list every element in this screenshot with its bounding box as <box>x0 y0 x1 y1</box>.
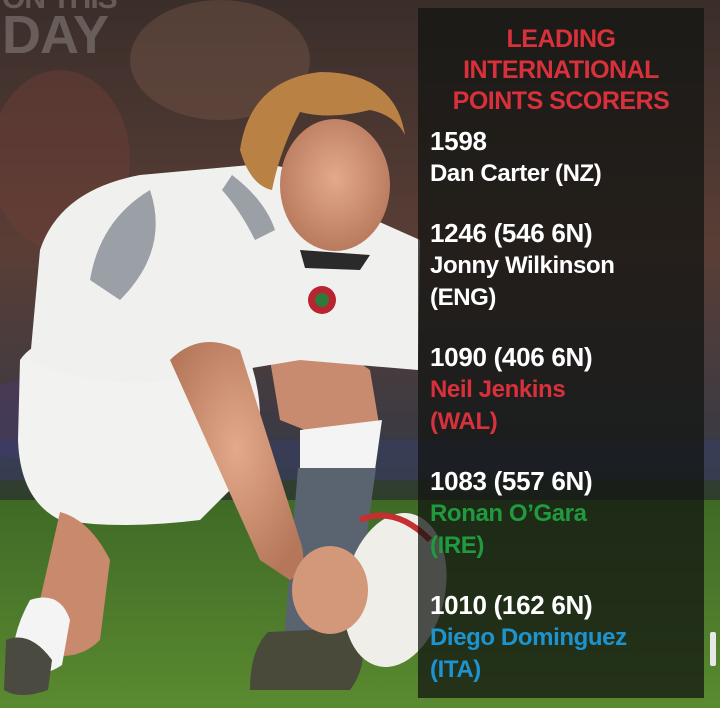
scrollbar-thumb[interactable] <box>710 632 716 666</box>
scorer-name-line: Jonny Wilkinson <box>430 252 615 279</box>
scorer-entry: 1083 (557 6N) Ronan O’Gara (IRE) <box>430 464 593 562</box>
scorer-name: Ronan O’Gara (IRE) <box>430 498 592 562</box>
panel-heading: LEADING INTERNATIONAL POINTS SCORERS <box>418 24 704 117</box>
scorer-entry: 1598 Dan Carter (NZ) <box>430 124 602 190</box>
watermark-line-2: DAY <box>2 4 109 65</box>
scorer-name-line: Dan Carter (NZ) <box>430 160 602 187</box>
scorer-points: 1083 (557 6N) <box>430 466 593 496</box>
scorer-name-line: Diego Dominguez <box>430 624 627 651</box>
scorer-name-line: Neil Jenkins <box>430 376 566 403</box>
scorer-country-line: (WAL) <box>430 408 498 435</box>
heading-line-3: POINTS SCORERS <box>452 87 670 115</box>
heading-line-1: LEADING <box>506 25 617 53</box>
scorer-points: 1598 <box>430 126 487 156</box>
scorer-name: Neil Jenkins (WAL) <box>430 374 592 438</box>
scorer-country-line: (ENG) <box>430 284 496 311</box>
scorer-name: Jonny Wilkinson (ENG) <box>430 250 615 314</box>
scorer-entry: 1246 (546 6N) Jonny Wilkinson (ENG) <box>430 216 615 314</box>
scorer-country-line: (IRE) <box>430 532 484 559</box>
scorer-points: 1090 (406 6N) <box>430 342 593 372</box>
scorer-points: 1246 (546 6N) <box>430 218 593 248</box>
stats-panel <box>418 8 704 698</box>
scorer-country-line: (ITA) <box>430 656 481 683</box>
watermark-line-1: ON THIS <box>2 0 118 13</box>
scorer-entry: 1090 (406 6N) Neil Jenkins (WAL) <box>430 340 593 438</box>
scorer-name: Dan Carter (NZ) <box>430 158 602 190</box>
on-this-day-watermark: ON THIS DAY <box>2 0 118 65</box>
scorer-name-line: Ronan O’Gara <box>430 500 587 527</box>
scorer-entry: 1010 (162 6N) Diego Dominguez (ITA) <box>430 588 627 686</box>
heading-line-2: INTERNATIONAL <box>463 56 659 84</box>
scorer-name: Diego Dominguez (ITA) <box>430 622 627 686</box>
scorer-points: 1010 (162 6N) <box>430 590 593 620</box>
